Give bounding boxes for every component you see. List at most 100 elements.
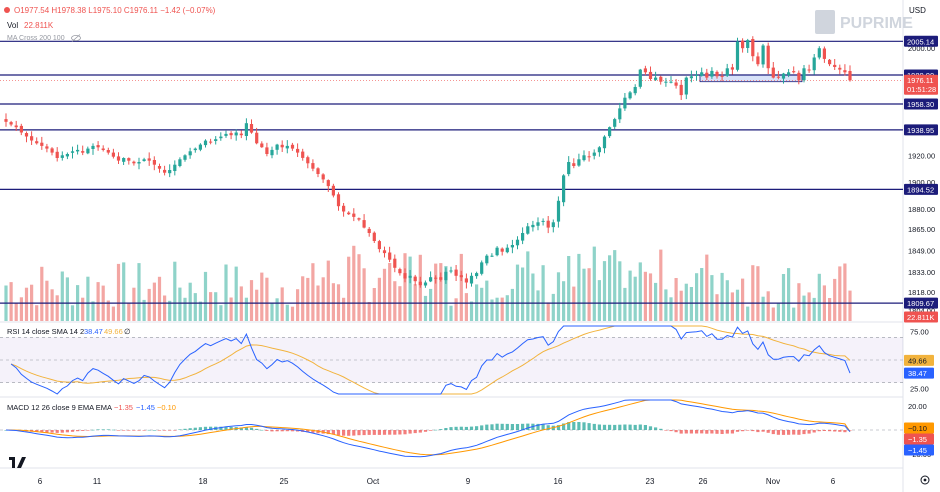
- candle-body: [377, 241, 381, 250]
- candle-body: [209, 141, 213, 143]
- macd-histogram-bar: [807, 430, 811, 434]
- macd-histogram-bar: [495, 423, 499, 430]
- macd-histogram-bar: [40, 430, 44, 433]
- macd-histogram-bar: [449, 427, 453, 430]
- macd-label: MACD 12 26 close 9 EMA EMA: [7, 403, 112, 412]
- volume-bar: [577, 253, 581, 321]
- volume-bar: [377, 277, 381, 321]
- candle-body: [485, 255, 489, 264]
- candle-body: [347, 212, 351, 215]
- macd-histogram-bar: [613, 424, 617, 430]
- macd-histogram-bar: [546, 425, 550, 430]
- volume-bar: [388, 263, 392, 321]
- candle-body: [198, 144, 202, 150]
- volume-bar: [500, 297, 504, 321]
- candle-body: [24, 133, 29, 137]
- brand-logo: PUPRIME: [815, 10, 913, 34]
- rsi-label: RSI 14 close SMA 14 2: [7, 327, 84, 336]
- volume-bar: [439, 263, 443, 321]
- macd-histogram-bar: [577, 422, 581, 430]
- volume-bar: [224, 264, 228, 321]
- volume-bar: [260, 272, 264, 321]
- volume-bar: [756, 266, 760, 321]
- candle-body: [521, 233, 525, 241]
- time-tick-label: 16: [554, 477, 563, 486]
- candle-body: [331, 185, 335, 196]
- volume-bar: [444, 266, 448, 321]
- macd-histogram-bar: [111, 429, 115, 431]
- macd-histogram-bar: [700, 430, 704, 434]
- macd-histogram-bar: [382, 430, 387, 435]
- candle-body: [444, 271, 448, 281]
- candle-body: [582, 155, 586, 161]
- price-tag[interactable]: [904, 98, 938, 110]
- macd-histogram-bar: [608, 424, 612, 430]
- macd-histogram-bar: [817, 430, 821, 432]
- macd-histogram-bar: [76, 430, 80, 432]
- tradingview-logo-icon: [9, 457, 26, 468]
- price-tag-label: 1894.52: [907, 185, 934, 194]
- eye-hidden-icon[interactable]: [71, 34, 81, 42]
- macd-histogram-bar: [413, 430, 417, 434]
- price-tag-label: 1976.11: [907, 76, 934, 85]
- price-tag[interactable]: [904, 297, 938, 309]
- candle-body: [654, 77, 658, 80]
- time-tick-label: Nov: [766, 477, 780, 486]
- candle-body: [35, 141, 39, 144]
- macd-histogram-bar: [229, 426, 233, 430]
- macd-histogram-bar: [776, 430, 780, 435]
- brand-text: PUPRIME: [840, 15, 913, 32]
- macd-histogram-bar: [556, 425, 561, 430]
- candle-body: [296, 148, 300, 153]
- macd-histogram-bar: [582, 422, 586, 430]
- volume-bar: [480, 287, 484, 321]
- volume-bar: [229, 297, 233, 321]
- price-axis[interactable]: 2000.001980.001958.301938.951920.001900.…: [904, 35, 938, 459]
- macd-line: [5, 399, 851, 458]
- support-zone-box[interactable]: [699, 74, 803, 83]
- macd-histogram-bar: [480, 425, 484, 430]
- macd-histogram-bar: [459, 426, 463, 430]
- volume-bar: [137, 263, 141, 321]
- price-tag[interactable]: [904, 35, 938, 47]
- macd-histogram-bar: [275, 430, 279, 432]
- candle-body: [403, 273, 407, 279]
- candle-body: [562, 175, 566, 203]
- candle-body: [515, 239, 520, 246]
- price-tag[interactable]: [904, 74, 938, 86]
- volume-bar: [792, 307, 796, 321]
- candle-body: [265, 147, 269, 154]
- candle-body: [413, 276, 417, 282]
- candle-body: [301, 151, 305, 158]
- macd-histogram-bar: [137, 430, 141, 431]
- time-axis[interactable]: 6 11 18 25 Oct 9 16 23 26 Nov 6: [38, 477, 836, 486]
- settings-gear-icon[interactable]: [920, 475, 930, 485]
- price-tag[interactable]: [904, 83, 938, 95]
- candle-body: [802, 68, 806, 81]
- volume-bar: [142, 299, 146, 321]
- candle-body: [817, 48, 821, 58]
- volume-bar: [331, 283, 335, 321]
- volume-bar: [265, 277, 269, 321]
- volume-bar: [766, 291, 770, 321]
- time-tick-label: 25: [280, 477, 289, 486]
- candle-body: [490, 255, 494, 257]
- macd-histogram-bar: [367, 430, 371, 435]
- volume-bar: [741, 278, 745, 321]
- candle-body: [326, 180, 330, 187]
- price-tag[interactable]: [904, 311, 938, 323]
- macd-histogram-bar: [822, 430, 826, 431]
- horizontal-levels[interactable]: [0, 40, 903, 304]
- candle-body: [505, 247, 509, 253]
- price-tag[interactable]: [904, 124, 938, 136]
- volume-bar: [572, 286, 576, 321]
- macd-histogram-bar: [326, 430, 330, 435]
- macd-histogram-bar: [178, 429, 182, 430]
- candle-body: [536, 222, 540, 226]
- price-tag[interactable]: [904, 183, 938, 195]
- candle-body: [122, 158, 126, 162]
- candle-body: [65, 154, 69, 157]
- macd-histogram-bar: [648, 426, 653, 430]
